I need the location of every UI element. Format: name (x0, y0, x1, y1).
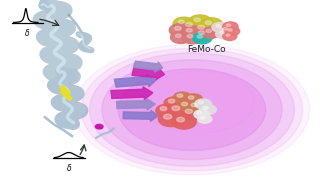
Circle shape (198, 101, 204, 104)
Circle shape (156, 104, 177, 117)
Circle shape (178, 20, 184, 24)
Circle shape (186, 29, 192, 32)
Circle shape (219, 25, 236, 35)
Ellipse shape (142, 71, 255, 133)
Circle shape (194, 18, 200, 22)
Circle shape (61, 90, 70, 95)
Circle shape (171, 31, 191, 43)
Text: δ: δ (67, 164, 71, 173)
FancyArrow shape (114, 74, 156, 87)
FancyArrow shape (111, 87, 153, 99)
Circle shape (224, 27, 240, 36)
Circle shape (175, 26, 181, 30)
Circle shape (187, 101, 206, 112)
Circle shape (194, 110, 209, 119)
Circle shape (173, 17, 195, 30)
Circle shape (181, 26, 203, 39)
Circle shape (173, 92, 191, 103)
Ellipse shape (90, 53, 294, 166)
Ellipse shape (81, 48, 303, 171)
Text: FeMo-Co: FeMo-Co (187, 45, 226, 54)
Circle shape (203, 106, 208, 110)
Circle shape (223, 32, 237, 40)
Circle shape (195, 99, 212, 109)
FancyArrow shape (116, 98, 155, 110)
Circle shape (205, 21, 212, 25)
Circle shape (226, 24, 231, 26)
Circle shape (201, 116, 205, 119)
Circle shape (192, 22, 216, 36)
FancyArrow shape (133, 61, 163, 72)
Circle shape (180, 19, 204, 34)
Circle shape (188, 96, 194, 99)
Ellipse shape (102, 60, 282, 160)
Circle shape (198, 31, 204, 34)
Circle shape (226, 34, 230, 36)
Ellipse shape (118, 69, 266, 150)
Circle shape (200, 18, 223, 31)
Circle shape (164, 114, 172, 119)
Circle shape (181, 107, 203, 120)
Circle shape (198, 115, 212, 123)
Circle shape (168, 99, 175, 103)
Circle shape (158, 112, 184, 127)
Circle shape (193, 33, 212, 44)
Circle shape (216, 25, 220, 27)
Circle shape (228, 29, 232, 31)
Circle shape (177, 94, 183, 97)
Circle shape (95, 124, 103, 129)
Circle shape (223, 22, 238, 31)
Circle shape (160, 107, 167, 111)
Circle shape (188, 15, 212, 29)
Circle shape (169, 23, 192, 37)
Circle shape (185, 94, 203, 105)
Circle shape (186, 22, 192, 26)
Circle shape (185, 109, 192, 113)
Circle shape (206, 29, 212, 33)
Circle shape (172, 115, 196, 129)
Circle shape (220, 31, 224, 34)
Circle shape (187, 34, 193, 38)
Circle shape (191, 103, 197, 107)
Circle shape (197, 112, 202, 114)
Circle shape (164, 97, 185, 109)
FancyArrow shape (132, 68, 164, 80)
Circle shape (178, 100, 197, 112)
Circle shape (216, 29, 232, 39)
Circle shape (200, 105, 216, 115)
Circle shape (223, 27, 228, 30)
Text: δ: δ (25, 29, 30, 38)
Circle shape (212, 22, 228, 32)
Ellipse shape (74, 44, 310, 175)
Circle shape (167, 103, 191, 118)
Circle shape (202, 27, 221, 38)
Circle shape (193, 28, 215, 41)
Circle shape (172, 106, 180, 111)
Circle shape (175, 34, 181, 37)
Circle shape (182, 32, 203, 44)
Circle shape (197, 35, 203, 38)
Circle shape (177, 117, 185, 122)
FancyArrow shape (123, 110, 158, 121)
Circle shape (181, 102, 188, 106)
Circle shape (198, 25, 204, 29)
